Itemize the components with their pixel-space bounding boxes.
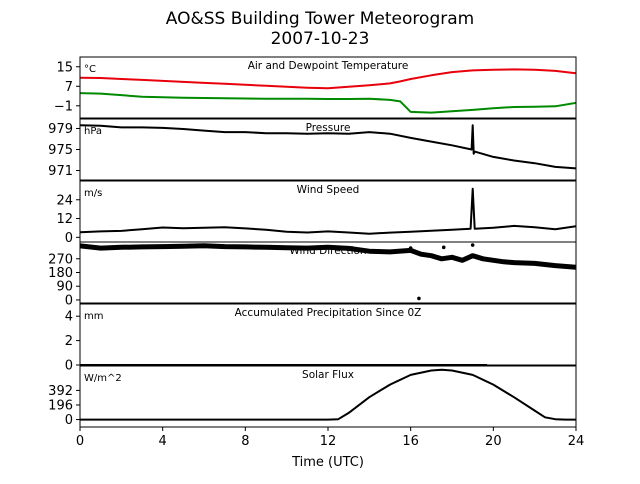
temperature-series-0 xyxy=(80,68,576,90)
temperature-data xyxy=(80,68,576,114)
wind-direction-point xyxy=(222,244,227,249)
pressure-ytick-label: 975 xyxy=(48,143,73,158)
solar-flux-ytick-label: 196 xyxy=(48,398,73,413)
precipitation-ytick-label: 0 xyxy=(65,359,73,374)
pressure-panel: 979 975 971 hPa Pressure xyxy=(48,118,577,181)
xtick-label: 12 xyxy=(320,434,337,449)
solar-flux-unit-label: W/m^2 xyxy=(84,373,122,384)
xtick-label: 24 xyxy=(568,434,585,449)
xtick-label: 4 xyxy=(159,434,167,449)
temperature-ytick-label: −1 xyxy=(54,99,73,114)
wind-direction-outlier-point xyxy=(470,243,475,247)
precipitation-panel-title: Accumulated Precipitation Since 0Z xyxy=(235,307,422,319)
wind-direction-outlier-point xyxy=(417,296,421,301)
wind-direction-outlier-point xyxy=(408,246,413,250)
xtick-label: 8 xyxy=(241,434,249,449)
wind-speed-ytick-label: 0 xyxy=(65,231,73,246)
x-axis-label: Time (UTC) xyxy=(291,455,364,470)
wind-direction-point xyxy=(439,256,444,261)
xtick-label: 0 xyxy=(76,434,84,449)
wind-direction-point xyxy=(460,258,465,263)
wind-direction-data xyxy=(80,243,576,301)
pressure-unit-label: hPa xyxy=(84,126,102,137)
wind-direction-point xyxy=(284,245,289,250)
pressure-panel-title: Pressure xyxy=(306,122,351,134)
xtick-label: 20 xyxy=(485,434,502,449)
solar-flux-series-0 xyxy=(80,368,576,421)
figure-title: AO&SS Building Tower Meteorogram xyxy=(166,9,474,29)
figure-date: 2007-10-23 xyxy=(271,29,370,49)
wind-direction-point xyxy=(305,245,310,251)
temperature-panel-title: Air and Dewpoint Temperature xyxy=(248,60,409,72)
solar-flux-panel-title: Solar Flux xyxy=(302,369,354,381)
wind-direction-ytick-label: 270 xyxy=(48,252,73,267)
wind-direction-point xyxy=(98,245,103,251)
temperature-series-1 xyxy=(80,92,576,114)
precipitation-ytick-label: 2 xyxy=(65,334,73,349)
wind-speed-ytick-label: 24 xyxy=(56,193,73,208)
wind-speed-panel-title: Wind Speed xyxy=(297,184,360,196)
temperature-ytick-label: 7 xyxy=(65,80,73,95)
precipitation-frame xyxy=(79,303,577,366)
xtick-label: 16 xyxy=(402,434,419,449)
wind-direction-point xyxy=(418,252,424,257)
temperature-panel: 15 7 −1 °C Air and Dewpoint Temperature xyxy=(54,56,577,119)
wind-direction-point xyxy=(470,253,475,258)
wind-direction-point xyxy=(243,244,248,250)
wind-speed-panel: 24 12 0 m/s Wind Speed xyxy=(56,180,577,246)
wind-direction-point xyxy=(325,245,331,250)
wind-direction-point xyxy=(501,259,506,265)
wind-direction-ytick-label: 180 xyxy=(48,266,73,281)
temperature-unit-label: °C xyxy=(84,64,96,75)
wind-direction-point xyxy=(511,260,517,265)
pressure-series-0 xyxy=(80,124,576,170)
pressure-ytick-label: 971 xyxy=(48,164,73,179)
wind-direction-point xyxy=(80,243,83,249)
wind-direction-point xyxy=(139,244,145,250)
wind-speed-data xyxy=(80,187,576,235)
wind-direction-point xyxy=(160,244,165,249)
wind-direction-ytick-label: 0 xyxy=(65,293,73,308)
temperature-frame xyxy=(79,56,577,119)
wind-direction-point xyxy=(119,245,124,250)
wind-direction-point xyxy=(429,253,434,258)
wind-direction-point xyxy=(346,246,351,251)
precipitation-ytick-label: 4 xyxy=(65,310,73,325)
wind-direction-point xyxy=(367,248,372,254)
solar-flux-ytick-label: 392 xyxy=(48,384,73,399)
wind-direction-ytick-label: 90 xyxy=(56,280,73,295)
wind-direction-point xyxy=(449,255,455,260)
temperature-ytick-label: 15 xyxy=(56,60,73,75)
wind-direction-point xyxy=(553,263,558,268)
wind-direction-panel-title: Wind Direction xyxy=(289,245,366,257)
wind-speed-series-0 xyxy=(80,187,576,235)
wind-direction-point xyxy=(532,261,537,266)
pressure-ytick-label: 979 xyxy=(48,122,73,137)
wind-direction-point xyxy=(573,264,576,270)
wind-speed-unit-label: m/s xyxy=(84,188,102,199)
wind-direction-point xyxy=(201,243,207,249)
wind-direction-outlier-point xyxy=(441,245,446,250)
wind-direction-point xyxy=(480,256,486,261)
wind-direction-point xyxy=(387,249,393,255)
solar-flux-data xyxy=(80,368,576,421)
solar-flux-ytick-label: 0 xyxy=(65,413,73,428)
precipitation-panel: 4 2 0 mm Accumulated Precipitation Since 0Z xyxy=(65,303,577,374)
pressure-data xyxy=(80,124,576,170)
precipitation-unit-label: mm xyxy=(84,311,103,322)
wind-speed-ytick-label: 12 xyxy=(56,212,73,227)
wind-direction-point xyxy=(181,244,186,249)
wind-direction-point xyxy=(263,245,269,250)
